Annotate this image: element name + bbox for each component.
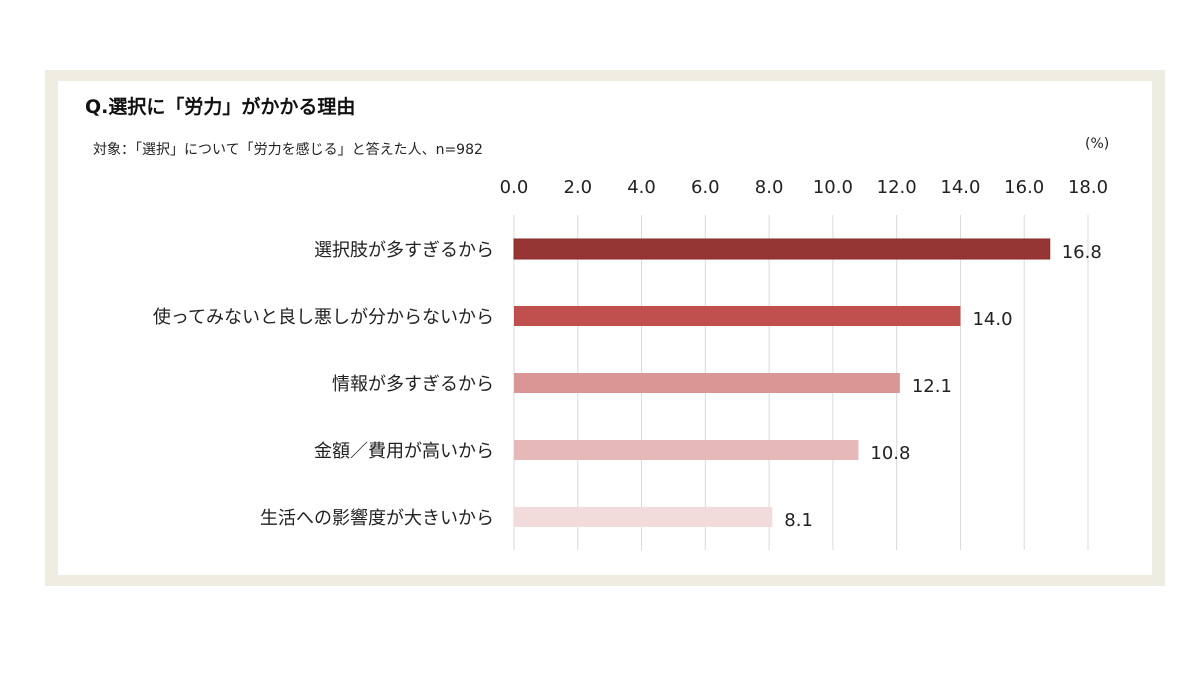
value-label: 14.0 bbox=[972, 309, 1012, 330]
bar bbox=[514, 306, 961, 326]
chart-frame bbox=[45, 70, 1165, 586]
chart-panel bbox=[58, 81, 1152, 575]
category-label: 金額／費用が高いから bbox=[314, 441, 494, 462]
x-tick-label: 6.0 bbox=[691, 177, 720, 198]
chart-title: Q.選択に「労力」がかかる理由 bbox=[85, 96, 356, 118]
bar bbox=[514, 373, 900, 393]
chart-subtitle: 対象：「選択」について「労力を感じる」と答えた人、n=982 bbox=[93, 142, 483, 158]
category-label: 選択肢が多すぎるから bbox=[314, 240, 494, 261]
unit-label: (%) bbox=[1085, 136, 1110, 152]
value-label: 10.8 bbox=[870, 443, 910, 464]
x-tick-label: 2.0 bbox=[563, 177, 592, 198]
x-tick-label: 8.0 bbox=[755, 177, 784, 198]
bar bbox=[514, 440, 859, 460]
category-label: 生活への影響度が大きいから bbox=[260, 508, 494, 529]
category-label: 使ってみないと良し悪しが分からないから bbox=[153, 307, 494, 328]
bar bbox=[513, 238, 1051, 260]
value-label: 8.1 bbox=[784, 510, 813, 531]
value-label: 12.1 bbox=[912, 376, 952, 397]
value-label: 16.8 bbox=[1062, 242, 1102, 263]
bar bbox=[514, 507, 773, 527]
x-tick-label: 10.0 bbox=[813, 177, 853, 198]
x-tick-label: 18.0 bbox=[1068, 177, 1108, 198]
x-tick-label: 4.0 bbox=[627, 177, 656, 198]
x-tick-label: 12.0 bbox=[877, 177, 917, 198]
category-label: 情報が多すぎるから bbox=[332, 374, 494, 395]
x-tick-label: 14.0 bbox=[940, 177, 980, 198]
x-tick-label: 16.0 bbox=[1004, 177, 1044, 198]
x-tick-label: 0.0 bbox=[500, 177, 529, 198]
